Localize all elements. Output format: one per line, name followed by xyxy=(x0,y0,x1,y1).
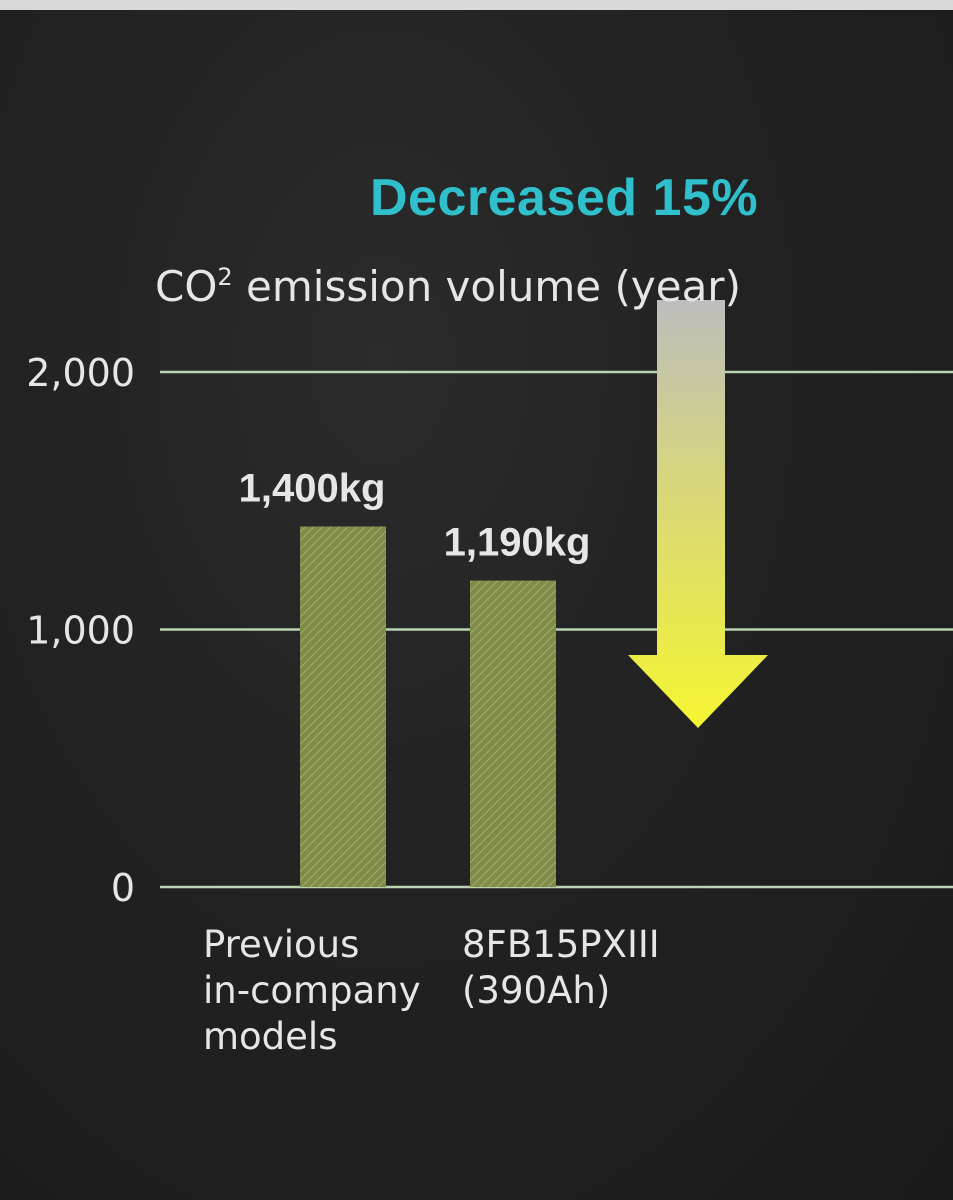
title-rest: emission volume (year) xyxy=(232,262,741,311)
y-tick-label: 1,000 xyxy=(26,609,135,653)
bar-value-label: 1,190kg xyxy=(444,521,591,565)
bar-0 xyxy=(300,526,386,887)
title-subscript: 2 xyxy=(217,263,233,291)
bar-1 xyxy=(470,580,556,887)
bar-value-label: 1,400kg xyxy=(239,467,386,511)
y-tick-label: 2,000 xyxy=(26,351,135,395)
chart-title: CO2 emission volume (year) xyxy=(155,262,741,311)
category-label-8fb15pxiii: 8FB15PXIII (390Ah) xyxy=(462,923,660,1012)
title-main: CO xyxy=(155,262,218,311)
decrease-arrow-icon xyxy=(628,300,768,728)
y-tick-label: 0 xyxy=(111,866,135,910)
category-label-previous: Previous in-company models xyxy=(203,923,421,1058)
decrease-headline: Decreased 15% xyxy=(370,169,759,227)
page-edge xyxy=(0,0,953,10)
